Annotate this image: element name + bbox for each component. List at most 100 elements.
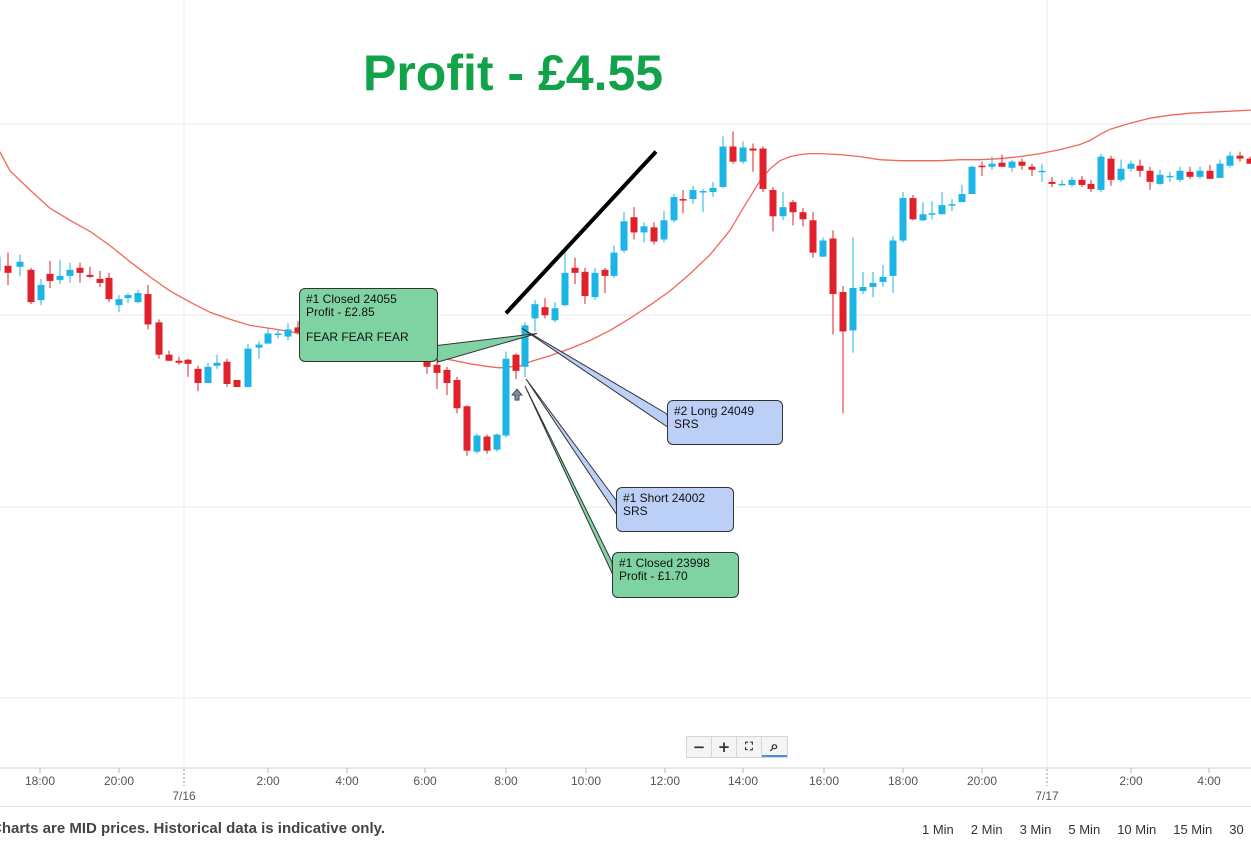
candle-down <box>294 327 302 333</box>
candle-down <box>789 202 797 213</box>
candle-down <box>1107 158 1115 180</box>
candle-down <box>184 359 192 364</box>
candle-up <box>928 213 936 215</box>
candle-up <box>493 434 501 450</box>
profit-headline: Profit - £4.55 <box>363 45 664 101</box>
candle-up <box>591 272 599 298</box>
candle-down <box>630 217 638 233</box>
candle-up <box>779 207 787 217</box>
candle-down <box>175 360 183 363</box>
x-tick-label: 4:00 <box>1197 774 1221 788</box>
annotation-line: #1 Closed 23998 <box>619 556 710 570</box>
annotation-closed-1b[interactable]: #1 Closed 23998 Profit - £1.70 <box>612 552 739 598</box>
candle-down <box>799 212 807 220</box>
candle-down <box>1186 171 1194 177</box>
candle-up <box>274 333 282 335</box>
x-tick-label: 12:00 <box>650 774 680 788</box>
candle-down <box>1018 161 1026 166</box>
annotation-line: #2 Long 24049 <box>674 404 755 418</box>
x-tick-label: 6:00 <box>413 774 437 788</box>
candle-up <box>521 325 529 367</box>
interval-option[interactable]: 10 Min <box>1117 822 1157 837</box>
candle-down <box>679 199 687 201</box>
candle-up <box>938 205 946 215</box>
candle-up <box>739 147 747 162</box>
candle-down <box>1028 166 1036 170</box>
candle-down <box>433 364 441 373</box>
annotation-line: SRS <box>623 504 648 518</box>
annotation-line: SRS <box>674 417 699 431</box>
candle-down <box>144 294 152 325</box>
fullscreen-icon[interactable]: ⛶ <box>737 737 762 757</box>
candle-down <box>4 265 12 273</box>
candle-down <box>769 189 777 217</box>
candle-up <box>37 284 45 301</box>
candle-down <box>483 436 491 451</box>
annotation-short-1[interactable]: #1 Short 24002 SRS <box>616 487 734 532</box>
candle-down <box>571 267 579 273</box>
candle-up <box>709 187 717 192</box>
interval-option[interactable]: 3 Min <box>1019 822 1052 837</box>
candle-up <box>1097 156 1105 190</box>
candle-down <box>46 273 54 281</box>
candle-up <box>1176 170 1184 180</box>
candle-up <box>115 299 123 306</box>
candle-up <box>849 288 857 331</box>
candle-up <box>66 269 74 276</box>
candle-down <box>1206 170 1214 179</box>
candle-up <box>919 214 927 221</box>
candle-down <box>1087 183 1095 189</box>
moving-average-line <box>0 109 1251 369</box>
interval-option[interactable]: 2 Min <box>970 822 1003 837</box>
candle-up <box>620 221 628 251</box>
annotation-closed-1[interactable]: #1 Closed 24055 Profit - £2.85 FEAR FEAR… <box>299 288 438 362</box>
x-axis: 18:00 20:00 2:00 4:00 6:00 8:00 10:00 12:00 14:0… <box>0 767 1251 803</box>
x-tick-label: 10:00 <box>571 774 601 788</box>
candle-down <box>749 148 757 151</box>
candle-up <box>988 163 996 167</box>
candle-up <box>869 282 877 287</box>
candle-down <box>601 269 609 276</box>
up-arrow-icon <box>511 388 523 401</box>
x-tick-label: 14:00 <box>728 774 758 788</box>
candle-down <box>1078 179 1086 185</box>
candle-up <box>968 166 976 195</box>
candle-up <box>670 197 678 221</box>
zoom-out-icon[interactable]: − <box>687 737 712 757</box>
zoom-reset-icon[interactable]: ⌕ <box>762 737 787 757</box>
candle-up <box>859 286 867 292</box>
annotation-line: Profit - £2.85 <box>306 305 375 319</box>
candle-down <box>194 368 202 383</box>
candle-up <box>1117 168 1125 180</box>
interval-option[interactable]: 30 <box>1229 822 1244 837</box>
candle-up <box>255 344 263 348</box>
zoom-in-icon[interactable]: + <box>712 737 737 757</box>
candle-up <box>819 240 827 257</box>
interval-option[interactable]: 5 Min <box>1068 822 1101 837</box>
x-tick-label: 8:00 <box>494 774 518 788</box>
annotation-line: #1 Closed 24055 <box>306 292 397 306</box>
x-tick-label: 16:00 <box>809 774 839 788</box>
candle-up <box>879 276 887 282</box>
candle-down <box>839 292 847 332</box>
candle-down <box>650 227 658 242</box>
annotation-long-2[interactable]: #2 Long 24049 SRS <box>667 400 783 445</box>
candle-down <box>86 274 94 277</box>
annotation-pointer <box>521 327 670 430</box>
candle-down <box>1048 181 1056 184</box>
x-tick-label: 18:00 <box>888 774 918 788</box>
candle-up <box>1226 155 1234 166</box>
annotation-line: Profit - £1.70 <box>619 569 688 583</box>
candle-up <box>640 226 648 233</box>
interval-option[interactable]: 1 Min <box>922 822 954 837</box>
candle-down <box>165 354 173 361</box>
candle-up <box>16 261 24 267</box>
candle-down <box>453 379 461 409</box>
candle-up <box>1127 163 1135 169</box>
candle-up <box>264 333 272 344</box>
interval-option[interactable]: 15 Min <box>1173 822 1213 837</box>
chart-grid <box>0 0 1251 768</box>
candle-down <box>759 148 767 189</box>
candle-down <box>443 369 451 383</box>
price-chart[interactable]: 18:00 20:00 2:00 4:00 6:00 8:00 10:00 12:00 14:0… <box>0 0 1251 806</box>
